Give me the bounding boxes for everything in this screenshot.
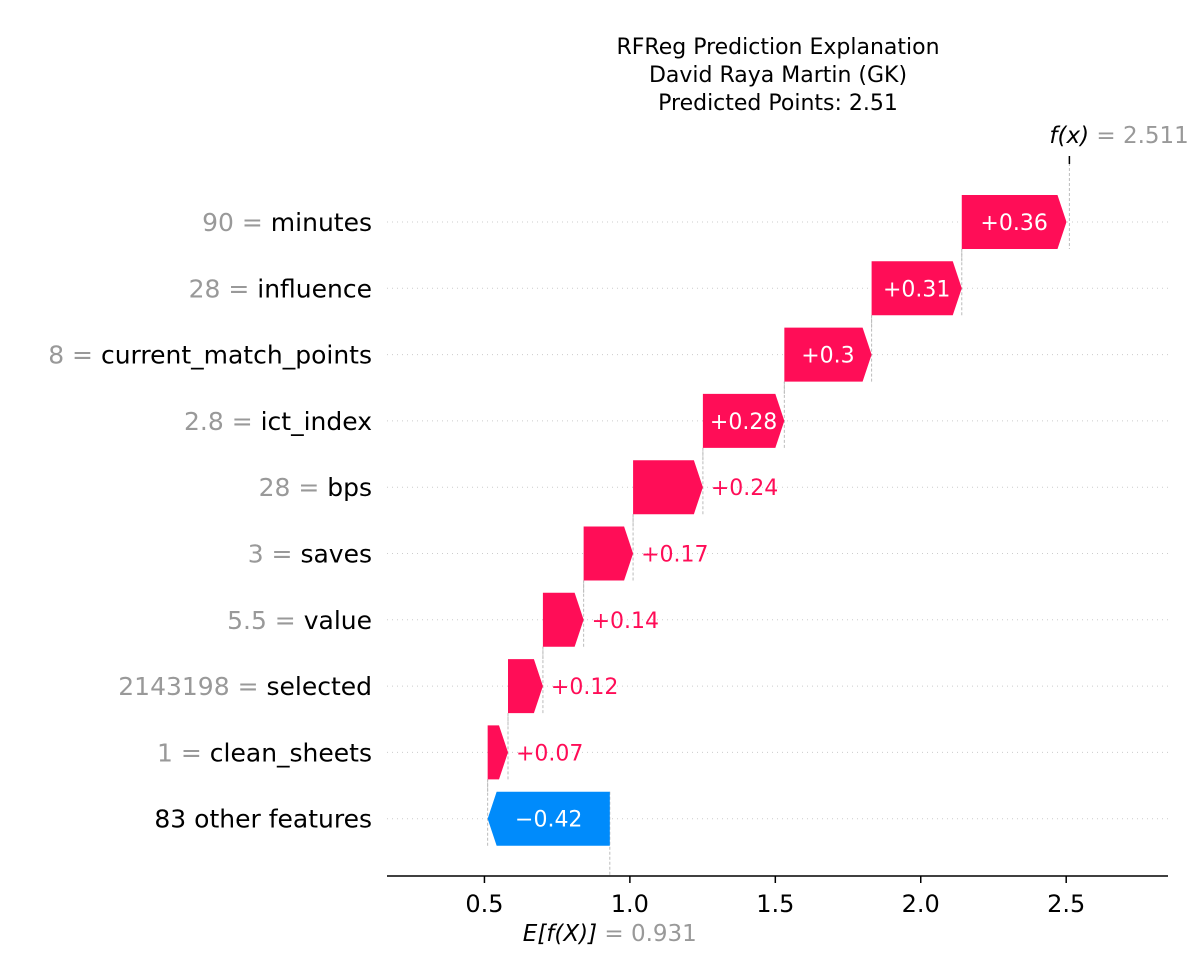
feature-name: ict_index	[261, 407, 372, 436]
positive-contribution-bar	[871, 261, 962, 316]
feature-name: selected	[266, 672, 372, 701]
equals-sign: =	[267, 606, 304, 635]
feature-value: 3	[248, 540, 264, 569]
feature-value: 1	[157, 738, 173, 767]
positive-contribution-bar	[702, 393, 785, 448]
positive-contribution-bar	[784, 327, 872, 382]
feature-label: 90 = minutes	[202, 208, 372, 237]
chart-title-line-2: David Raya Martin (GK)	[649, 63, 907, 88]
feature-label: 28 = influence	[189, 274, 372, 303]
equals-sign: =	[290, 473, 327, 502]
chart-title-line-3: Predicted Points: 2.51	[658, 91, 898, 116]
final-value-symbol: f(x)	[1049, 123, 1089, 149]
contribution-label: +0.28	[710, 410, 777, 435]
row-gridlines	[387, 221, 1168, 820]
feature-label: 8 = current_match_points	[48, 341, 372, 370]
feature-name: bps	[327, 473, 372, 502]
feature-value: 2143198	[118, 672, 229, 701]
feature-label: 28 = bps	[259, 473, 372, 502]
equals-sign: =	[597, 921, 631, 947]
feature-label: 83 other features	[154, 805, 372, 834]
feature-name: saves	[300, 540, 372, 569]
equals-sign: =	[264, 540, 301, 569]
chart-title-line-1: RFReg Prediction Explanation	[616, 35, 939, 60]
x-tick-label: 1.0	[611, 890, 649, 918]
equals-sign: =	[234, 208, 271, 237]
feature-label: 1 = clean_sheets	[157, 738, 372, 767]
contribution-label: +0.24	[711, 476, 778, 501]
x-tick-label: 0.5	[465, 890, 503, 918]
x-tick-label: 2.0	[902, 890, 940, 918]
positive-contribution-bar	[961, 195, 1067, 249]
contribution-label: +0.07	[516, 741, 583, 766]
feature-name: clean_sheets	[210, 738, 372, 767]
base-value-label: E[f(X)] = 0.931	[523, 921, 697, 947]
positive-contribution-bar	[633, 460, 703, 515]
equals-sign: =	[64, 341, 101, 370]
feature-value: 2.8	[184, 407, 224, 436]
feature-name: current_match_points	[101, 341, 372, 370]
feature-label: 5.5 = value	[227, 606, 372, 635]
feature-value: 90	[202, 208, 234, 237]
positive-contribution-bar	[542, 592, 584, 647]
feature-label: 2143198 = selected	[118, 672, 372, 701]
feature-name: 83 other features	[154, 805, 372, 834]
feature-name: influence	[257, 274, 372, 303]
final-value-number: 2.511	[1123, 123, 1189, 149]
equals-sign: =	[1089, 123, 1123, 149]
contribution-label: −0.42	[515, 808, 582, 833]
positive-contribution-bar	[487, 725, 509, 780]
x-tick-label: 1.5	[756, 890, 794, 918]
feature-value: 28	[259, 473, 291, 502]
connector-lines	[487, 158, 1070, 876]
feature-name: minutes	[271, 208, 372, 237]
feature-label: 3 = saves	[248, 540, 372, 569]
x-tick-label: 2.5	[1047, 890, 1085, 918]
contribution-label: +0.36	[980, 211, 1047, 236]
x-axis: 0.5 1.0 1.5 2.0 2.5 E[f(X)] = 0.931	[387, 875, 1168, 947]
feature-name: value	[304, 606, 372, 635]
contribution-label: +0.31	[883, 277, 950, 302]
equals-sign: =	[224, 407, 261, 436]
base-value-number: 0.931	[631, 921, 697, 947]
equals-sign: =	[230, 672, 267, 701]
positive-contribution-bar	[508, 659, 543, 714]
feature-value: 5.5	[227, 606, 267, 635]
equals-sign: =	[220, 274, 257, 303]
feature-label: 2.8 = ict_index	[184, 407, 372, 436]
contribution-label: +0.17	[641, 543, 708, 568]
prediction-annotation: f(x) = 2.511	[1049, 123, 1189, 164]
contribution-bars	[487, 195, 1067, 846]
base-value-symbol: E[f(X)]	[523, 921, 597, 947]
negative-contribution-bar	[487, 791, 610, 846]
chart-title: RFReg Prediction Explanation David Raya …	[616, 35, 939, 116]
contribution-label: +0.14	[592, 609, 659, 634]
feature-value: 28	[189, 274, 221, 303]
contribution-label: +0.12	[551, 675, 618, 700]
equals-sign: =	[173, 738, 210, 767]
final-value-label: f(x) = 2.511	[1049, 123, 1188, 149]
feature-value: 8	[48, 341, 64, 370]
contribution-label: +0.3	[801, 344, 854, 369]
positive-contribution-bar	[583, 526, 634, 581]
